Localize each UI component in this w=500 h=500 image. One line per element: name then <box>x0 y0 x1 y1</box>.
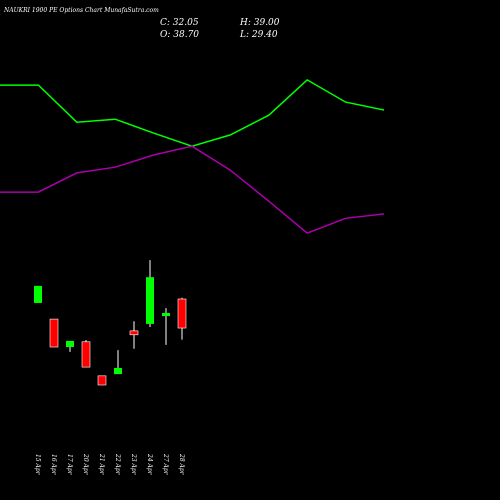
candle-body <box>49 318 59 348</box>
chart-title: NAUKRI 1900 PE Options Chart MunafaSutra… <box>3 7 159 14</box>
candle-body <box>162 312 170 317</box>
candle-body <box>146 277 154 324</box>
candle-body <box>114 367 122 375</box>
candle-body <box>81 341 91 368</box>
x-tick-label: 28 Apr <box>178 453 185 476</box>
x-tick-label: 23 Apr <box>130 453 137 476</box>
candle-body <box>34 285 42 303</box>
x-tick-label: 22 Apr <box>114 453 121 476</box>
header-low: L: 29.40 <box>239 30 278 40</box>
header-open: O: 38.70 <box>160 30 199 40</box>
candle-body <box>177 298 187 329</box>
indicator-line <box>0 78 385 147</box>
x-tick-label: 20 Apr <box>82 453 89 476</box>
header-close: C: 32.05 <box>160 18 199 28</box>
x-tick-label: 24 Apr <box>146 453 153 476</box>
x-tick-label: 27 Apr <box>162 453 169 476</box>
candle-body <box>97 375 107 386</box>
x-tick-label: 16 Apr <box>50 454 57 476</box>
header-high: H: 39.00 <box>239 18 280 28</box>
indicator-line <box>0 145 385 234</box>
x-tick-label: 15 Apr <box>34 454 41 476</box>
x-tick-label: 21 Apr <box>98 453 105 476</box>
candle-body <box>66 340 74 348</box>
x-tick-label: 17 Apr <box>66 454 73 476</box>
candle-body <box>129 330 139 336</box>
